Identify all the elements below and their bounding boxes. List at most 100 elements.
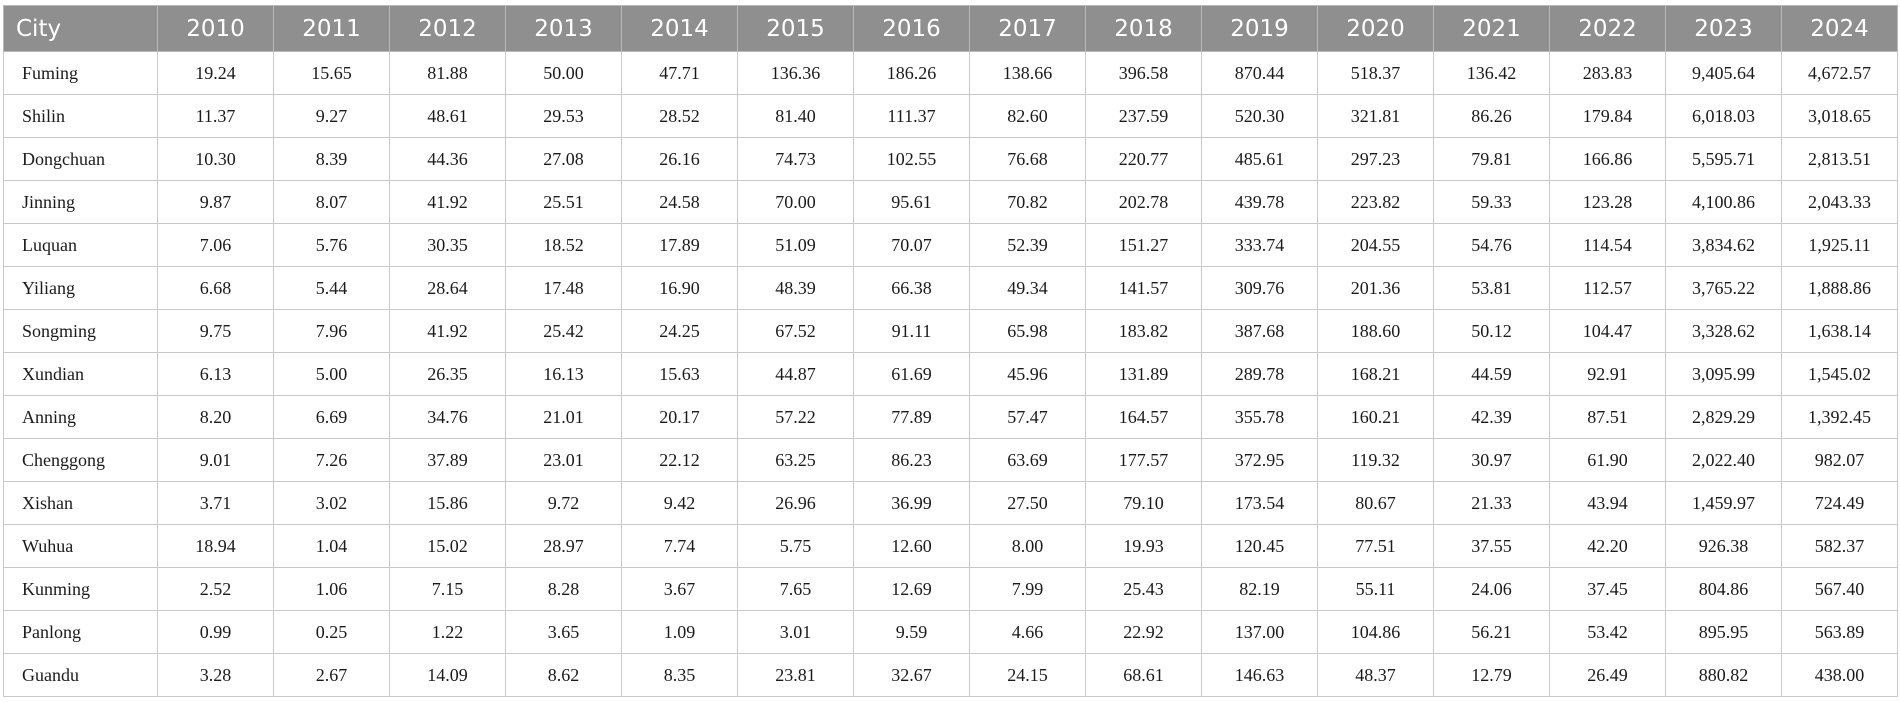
city-name-cell: Wuhua (3, 524, 158, 568)
value-cell: 92.91 (1549, 352, 1666, 396)
value-cell: 1,392.45 (1781, 395, 1898, 439)
value-cell: 1,638.14 (1781, 309, 1898, 353)
table-row: Xishan 3.71 3.02 15.86 9.72 9.42 26.96 36.99 27.… (3, 481, 1898, 525)
value-cell: 104.47 (1549, 309, 1666, 353)
value-cell: 563.89 (1781, 610, 1898, 654)
value-cell: 439.78 (1201, 180, 1318, 224)
value-cell: 2.52 (157, 567, 274, 611)
table-row: Luquan 7.06 5.76 30.35 18.52 17.89 51.09 70.07 5… (3, 223, 1898, 267)
table-body: Fuming 19.24 15.65 81.88 50.00 47.71 136.36 186… (3, 51, 1898, 697)
value-cell: 79.10 (1085, 481, 1202, 525)
value-cell: 67.52 (737, 309, 854, 353)
value-cell: 870.44 (1201, 51, 1318, 95)
value-cell: 136.42 (1433, 51, 1550, 95)
table-row: Xundian 6.13 5.00 26.35 16.13 15.63 44.87 61.69… (3, 352, 1898, 396)
value-cell: 42.20 (1549, 524, 1666, 568)
city-name-cell: Anning (3, 395, 158, 439)
value-cell: 168.21 (1317, 352, 1434, 396)
value-cell: 23.81 (737, 653, 854, 697)
table-row: Shilin 11.37 9.27 48.61 29.53 28.52 81.40 111.3… (3, 94, 1898, 138)
table-row: Jinning 9.87 8.07 41.92 25.51 24.58 70.00 95.61… (3, 180, 1898, 224)
value-cell: 63.69 (969, 438, 1086, 482)
value-cell: 70.00 (737, 180, 854, 224)
value-cell: 321.81 (1317, 94, 1434, 138)
value-cell: 1.04 (273, 524, 390, 568)
value-cell: 9.87 (157, 180, 274, 224)
value-cell: 10.30 (157, 137, 274, 181)
value-cell: 21.33 (1433, 481, 1550, 525)
value-cell: 53.42 (1549, 610, 1666, 654)
value-cell: 166.86 (1549, 137, 1666, 181)
value-cell: 8.62 (505, 653, 622, 697)
value-cell: 0.99 (157, 610, 274, 654)
value-cell: 52.39 (969, 223, 1086, 267)
value-cell: 63.25 (737, 438, 854, 482)
value-cell: 202.78 (1085, 180, 1202, 224)
value-cell: 372.95 (1201, 438, 1318, 482)
value-cell: 37.55 (1433, 524, 1550, 568)
value-cell: 3,018.65 (1781, 94, 1898, 138)
value-cell: 6,018.03 (1665, 94, 1782, 138)
value-cell: 32.67 (853, 653, 970, 697)
value-cell: 9.72 (505, 481, 622, 525)
value-cell: 3,095.99 (1665, 352, 1782, 396)
value-cell: 387.68 (1201, 309, 1318, 353)
column-header-year: 2023 (1665, 5, 1782, 52)
value-cell: 160.21 (1317, 395, 1434, 439)
table-header-row: City 2010 2011 2012 2013 2014 2015 2016 2017 2018… (3, 5, 1898, 52)
value-cell: 12.69 (853, 567, 970, 611)
city-name-cell: Xishan (3, 481, 158, 525)
value-cell: 76.68 (969, 137, 1086, 181)
value-cell: 81.88 (389, 51, 506, 95)
value-cell: 6.68 (157, 266, 274, 310)
value-cell: 3.71 (157, 481, 274, 525)
value-cell: 25.42 (505, 309, 622, 353)
value-cell: 3.01 (737, 610, 854, 654)
value-cell: 396.58 (1085, 51, 1202, 95)
value-cell: 25.51 (505, 180, 622, 224)
value-cell: 5.44 (273, 266, 390, 310)
value-cell: 6.69 (273, 395, 390, 439)
value-cell: 131.89 (1085, 352, 1202, 396)
value-cell: 3,328.62 (1665, 309, 1782, 353)
value-cell: 297.23 (1317, 137, 1434, 181)
value-cell: 18.52 (505, 223, 622, 267)
value-cell: 36.99 (853, 481, 970, 525)
value-cell: 77.89 (853, 395, 970, 439)
value-cell: 24.25 (621, 309, 738, 353)
value-cell: 880.82 (1665, 653, 1782, 697)
value-cell: 28.52 (621, 94, 738, 138)
value-cell: 82.60 (969, 94, 1086, 138)
value-cell: 30.97 (1433, 438, 1550, 482)
value-cell: 223.82 (1317, 180, 1434, 224)
city-name-cell: Panlong (3, 610, 158, 654)
value-cell: 5.76 (273, 223, 390, 267)
value-cell: 15.65 (273, 51, 390, 95)
value-cell: 95.61 (853, 180, 970, 224)
table-row: Guandu 3.28 2.67 14.09 8.62 8.35 23.81 32.67 24.… (3, 653, 1898, 697)
value-cell: 22.92 (1085, 610, 1202, 654)
value-cell: 9.01 (157, 438, 274, 482)
city-name-cell: Kunming (3, 567, 158, 611)
value-cell: 41.92 (389, 309, 506, 353)
value-cell: 1,545.02 (1781, 352, 1898, 396)
value-cell: 237.59 (1085, 94, 1202, 138)
value-cell: 70.07 (853, 223, 970, 267)
value-cell: 1,925.11 (1781, 223, 1898, 267)
value-cell: 7.06 (157, 223, 274, 267)
value-cell: 2,829.29 (1665, 395, 1782, 439)
value-cell: 17.48 (505, 266, 622, 310)
value-cell: 4,100.86 (1665, 180, 1782, 224)
value-cell: 27.50 (969, 481, 1086, 525)
value-cell: 26.16 (621, 137, 738, 181)
column-header-year: 2014 (621, 5, 738, 52)
value-cell: 0.25 (273, 610, 390, 654)
value-cell: 5.75 (737, 524, 854, 568)
value-cell: 8.35 (621, 653, 738, 697)
value-cell: 54.76 (1433, 223, 1550, 267)
value-cell: 7.26 (273, 438, 390, 482)
value-cell: 37.45 (1549, 567, 1666, 611)
value-cell: 520.30 (1201, 94, 1318, 138)
table-row: Wuhua 18.94 1.04 15.02 28.97 7.74 5.75 12.60 8.0… (3, 524, 1898, 568)
value-cell: 111.37 (853, 94, 970, 138)
